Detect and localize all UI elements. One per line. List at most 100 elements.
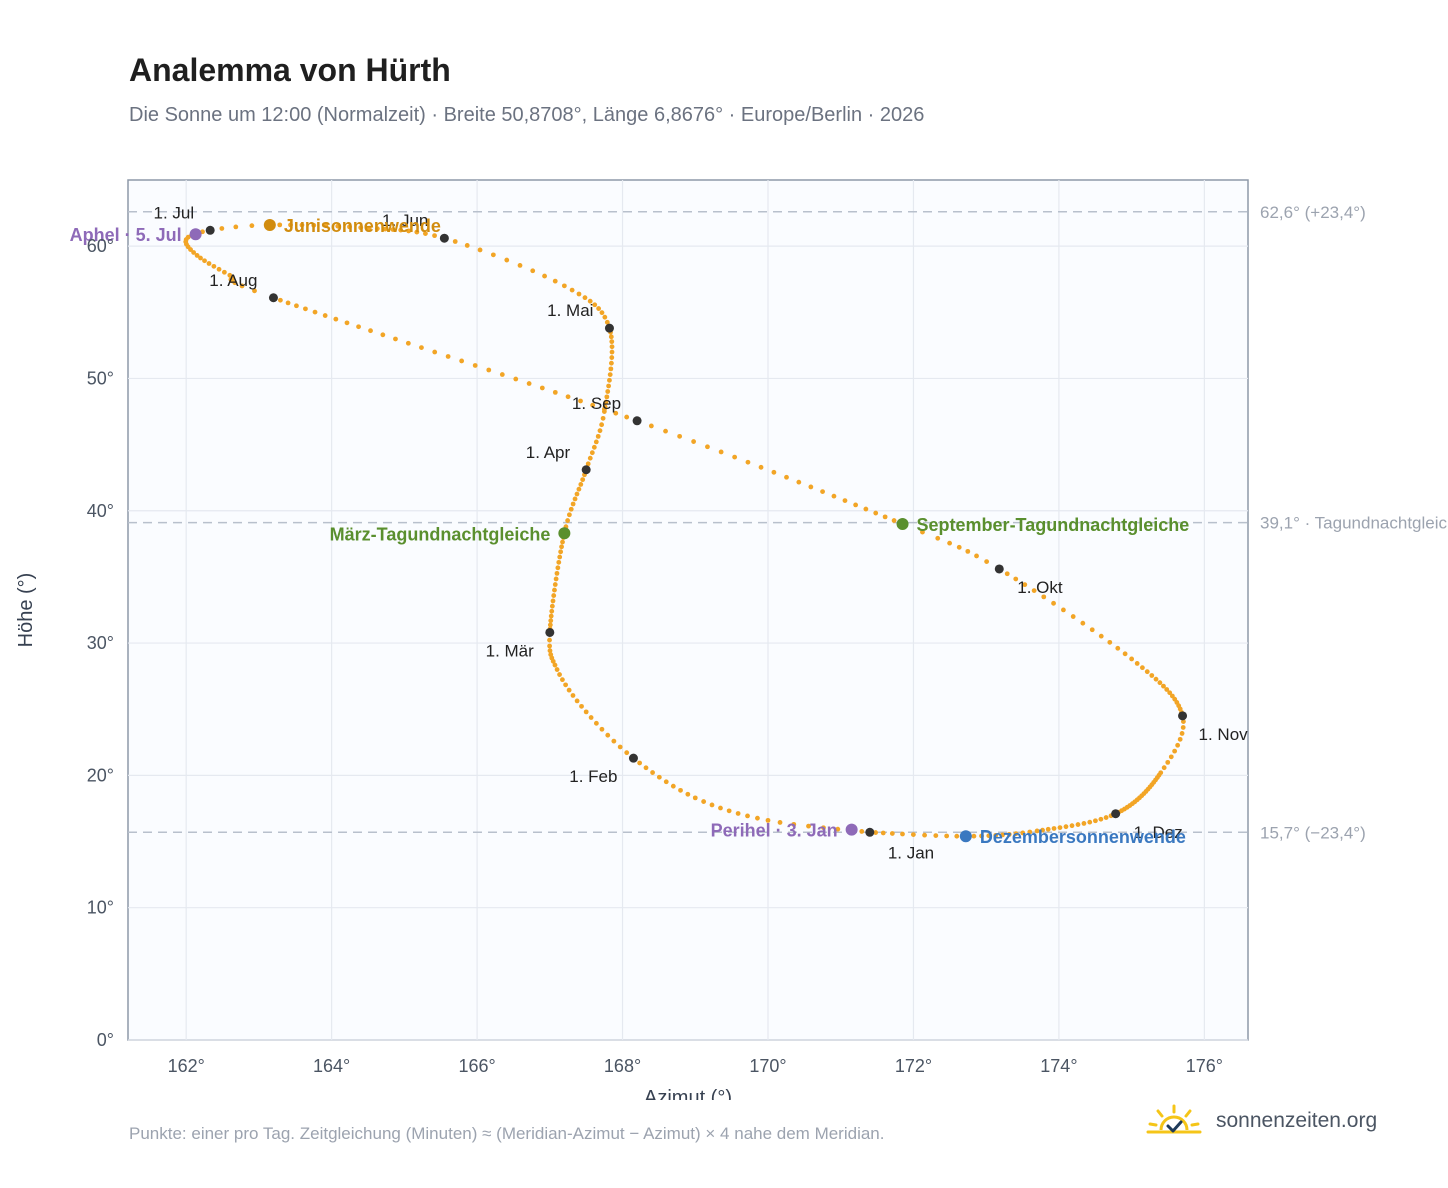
daily-position-dot <box>873 510 879 516</box>
daily-position-dot <box>554 667 560 672</box>
daily-position-dot <box>570 501 576 507</box>
event-label: Dezembersonnenwende <box>980 827 1186 847</box>
daily-position-dot <box>578 482 584 487</box>
month-label: 1. Nov <box>1199 725 1249 744</box>
daily-position-dot <box>1013 831 1019 837</box>
daily-position-dot <box>1000 832 1005 838</box>
daily-position-dot <box>591 444 597 450</box>
daily-position-dot <box>548 613 554 619</box>
daily-position-dot <box>1080 620 1086 626</box>
daily-position-dot <box>777 820 783 825</box>
daily-position-dot <box>432 349 438 355</box>
daily-position-dot <box>555 565 561 571</box>
brand-name: sonnenzeiten.org <box>1216 1109 1378 1132</box>
daily-position-dot <box>566 687 572 693</box>
x-tick-label: 176° <box>1186 1056 1223 1076</box>
daily-position-dot <box>1051 826 1057 831</box>
y-tick-label: 50° <box>87 368 114 388</box>
daily-position-dot <box>589 450 595 456</box>
daily-position-dot <box>530 268 536 274</box>
daily-position-dot <box>609 344 615 350</box>
month-label: 1. Jun <box>382 211 428 230</box>
event-marker <box>896 518 909 530</box>
daily-position-dot <box>548 652 554 657</box>
x-tick-label: 168° <box>604 1056 641 1076</box>
daily-position-dot <box>216 266 222 272</box>
daily-position-dot <box>1022 582 1028 588</box>
daily-position-dot <box>358 225 364 231</box>
daily-position-dot <box>842 498 848 503</box>
month-markers: 1. Jan 1. Feb 1. Mär 1. Apr 1. Mai 1. Jun 1. J… <box>154 203 1249 862</box>
daily-position-dot <box>554 570 560 576</box>
daily-position-dot <box>1115 645 1121 651</box>
daily-position-dot <box>552 587 557 593</box>
daily-position-dot <box>277 222 283 228</box>
daily-position-dot <box>278 297 283 303</box>
daily-position-dot <box>880 830 886 836</box>
reference-line-label: 39,1° · Tagundnachtgleiche <box>1260 514 1448 533</box>
daily-position-dot <box>637 760 643 766</box>
daily-position-dot <box>806 823 811 829</box>
daily-position-dot <box>608 334 614 340</box>
daily-position-dot <box>611 738 617 744</box>
daily-position-dot <box>1027 829 1033 835</box>
daily-position-dot <box>588 715 594 720</box>
daily-position-dot <box>188 247 193 252</box>
month-label: 1. Jul <box>154 203 195 222</box>
daily-position-dot <box>542 273 547 279</box>
daily-position-dot <box>221 269 227 275</box>
y-tick-label: 0° <box>97 1030 114 1050</box>
event-label: März-Tagundnachtgleiche <box>330 524 551 544</box>
daily-position-dot <box>513 376 519 382</box>
daily-position-dot <box>1167 690 1173 696</box>
event-marker <box>558 527 571 540</box>
sun-check-icon <box>1146 1104 1202 1134</box>
daily-position-dot <box>590 402 596 408</box>
month-marker <box>1178 711 1188 721</box>
daily-position-dot <box>1061 607 1066 613</box>
daily-position-dot <box>526 381 532 386</box>
daily-position-dot <box>393 336 398 342</box>
daily-position-dot <box>560 677 565 683</box>
daily-position-dot <box>1149 673 1155 678</box>
daily-position-dot <box>605 732 611 738</box>
daily-position-dot <box>576 291 582 297</box>
daily-position-dot <box>233 224 239 230</box>
daily-position-dot <box>419 345 424 351</box>
daily-position-dot <box>565 518 571 523</box>
daily-position-dot <box>490 252 496 258</box>
daily-position-dot <box>380 332 386 338</box>
daily-position-dot <box>569 287 575 293</box>
daily-position-dot <box>604 319 610 325</box>
daily-position-dot <box>891 518 897 523</box>
daily-position-dot <box>726 808 732 814</box>
month-marker <box>545 627 555 637</box>
daily-position-dot <box>643 765 649 771</box>
daily-position-dot <box>322 313 328 318</box>
daily-position-dot <box>1069 823 1075 829</box>
daily-position-dot <box>1181 719 1186 725</box>
daily-position-dot <box>585 461 591 467</box>
daily-position-dot <box>900 831 905 837</box>
daily-position-dot <box>547 622 553 628</box>
daily-position-dot <box>548 618 554 624</box>
daily-position-dot <box>1031 588 1037 594</box>
daily-position-dot <box>374 226 380 232</box>
daily-position-dot <box>993 832 999 838</box>
daily-position-dot <box>1175 742 1181 748</box>
daily-position-dot <box>580 477 586 483</box>
daily-position-dot <box>599 422 605 428</box>
month-marker <box>632 416 642 426</box>
daily-position-dot <box>986 833 992 839</box>
daily-position-dot <box>745 813 750 819</box>
daily-position-dot <box>1153 676 1159 682</box>
daily-position-dot <box>432 233 437 239</box>
daily-position-dot <box>718 449 724 455</box>
daily-position-dot <box>587 298 593 304</box>
daily-position-dot <box>602 314 608 320</box>
daily-position-dot <box>648 423 654 429</box>
daily-position-dot <box>311 222 317 228</box>
chart-subtitle: Die Sonne um 12:00 (Normalzeit) · Breite… <box>129 104 925 126</box>
event-marker <box>263 218 276 231</box>
daily-position-dot <box>423 231 428 237</box>
